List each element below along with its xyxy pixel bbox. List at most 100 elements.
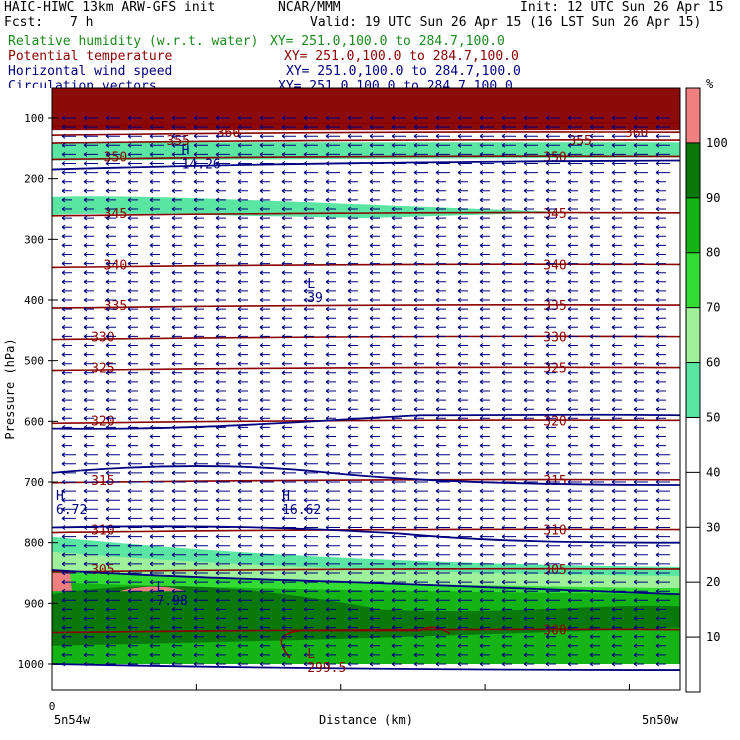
- vector-984: [149, 434, 160, 439]
- vector-989: [259, 434, 270, 439]
- vector-1302: [369, 534, 384, 540]
- vector-154: [369, 161, 384, 166]
- vector-1111: [479, 470, 494, 476]
- vector-1030: [545, 443, 556, 449]
- vector-117: [171, 151, 186, 157]
- vector-600: [325, 306, 336, 312]
- vector-1408: [237, 570, 252, 576]
- vector-700: [61, 343, 72, 348]
- vector-1536: [589, 606, 600, 612]
- vector-253: [83, 197, 94, 203]
- vector-246: [545, 188, 556, 194]
- vector-963: [303, 424, 314, 430]
- vector-185: [435, 170, 450, 176]
- vector-406: [369, 242, 380, 248]
- extremum-H-3: H: [282, 489, 290, 504]
- vector-1236: [149, 515, 164, 521]
- vector-97: [347, 142, 362, 148]
- vector-628: [325, 315, 336, 321]
- vector-284: [149, 206, 160, 212]
- theta-contour-345: [51, 211, 681, 217]
- vector-1649: [611, 643, 622, 649]
- vector-1635: [303, 643, 314, 649]
- vector-703: [127, 343, 138, 348]
- vector-155: [391, 161, 406, 166]
- vector-574: [369, 297, 380, 303]
- vector-181: [347, 170, 362, 176]
- vector-375: [303, 233, 314, 239]
- vector-1112: [501, 470, 516, 476]
- vector-514: [281, 279, 292, 285]
- vector-960: [237, 424, 248, 430]
- vector-1671: [479, 652, 490, 658]
- vector-361: [611, 224, 622, 230]
- vector-1595: [655, 625, 666, 631]
- x-axis-label: Distance (km): [319, 713, 413, 727]
- vector-31: [127, 124, 142, 130]
- vector-1042: [193, 452, 208, 458]
- vector-77: [523, 133, 538, 139]
- vector-1645: [523, 643, 534, 649]
- vector-776: [501, 361, 512, 367]
- vector-1457: [83, 588, 98, 594]
- vector-1313: [611, 534, 626, 540]
- vector-468: [501, 261, 512, 267]
- vector-1504: [501, 597, 516, 603]
- vector-1634: [281, 643, 292, 649]
- vector-757: [83, 361, 94, 367]
- vector-942: [457, 415, 468, 421]
- vector-1219: [391, 506, 406, 512]
- vector-1195: [479, 497, 494, 503]
- vector-526: [545, 279, 556, 285]
- vector-854: [369, 388, 380, 394]
- vector-1168: [501, 488, 516, 494]
- vector-453: [171, 261, 182, 267]
- vector-466: [457, 261, 468, 267]
- vector-1413: [347, 570, 362, 576]
- vector-1049: [347, 452, 362, 458]
- vector-1066: [105, 461, 120, 467]
- vector-994: [369, 434, 380, 439]
- vector-172: [149, 170, 164, 176]
- vector-1538: [633, 606, 644, 612]
- vector-814: [105, 379, 116, 385]
- vector-317: [259, 215, 270, 221]
- vector-1639: [391, 643, 402, 649]
- x-right-endpoint: 5n50w: [642, 713, 679, 727]
- vector-1290: [105, 534, 120, 540]
- vector-321: [347, 215, 358, 221]
- vector-21: [523, 115, 538, 121]
- vector-326: [457, 215, 468, 221]
- vector-1342: [633, 543, 648, 549]
- vector-1039: [127, 452, 142, 458]
- vector-1288: [61, 534, 76, 540]
- vector-1292: [149, 534, 164, 540]
- vector-10: [281, 115, 296, 121]
- vector-1079: [391, 461, 406, 467]
- vector-71: [391, 133, 406, 139]
- vector-34: [193, 124, 208, 130]
- vector-693: [523, 333, 534, 339]
- field-wind-xy: XY= 251.0,100.0 to 284.7,100.0: [286, 64, 521, 79]
- vector-461: [347, 261, 358, 267]
- theta-label-330-1: 330: [543, 331, 566, 346]
- vector-1328: [325, 543, 340, 549]
- vector-670: [633, 324, 644, 330]
- vector-1115: [567, 470, 582, 476]
- vector-751: [567, 352, 578, 358]
- theta-label-305-0: 305: [91, 563, 114, 578]
- vector-843: [127, 388, 138, 394]
- vector-634: [457, 315, 468, 321]
- vector-1276: [413, 525, 428, 530]
- vector-201: [171, 179, 182, 185]
- vector-727: [655, 343, 666, 348]
- vector-1023: [391, 443, 402, 449]
- vector-294: [369, 206, 380, 212]
- vector-1594: [633, 625, 644, 631]
- vector-1068: [149, 461, 164, 467]
- vector-831: [479, 379, 490, 385]
- vector-1227: [567, 506, 582, 512]
- vector-1283: [567, 525, 582, 530]
- vector-271: [479, 197, 490, 203]
- vector-287: [215, 206, 226, 212]
